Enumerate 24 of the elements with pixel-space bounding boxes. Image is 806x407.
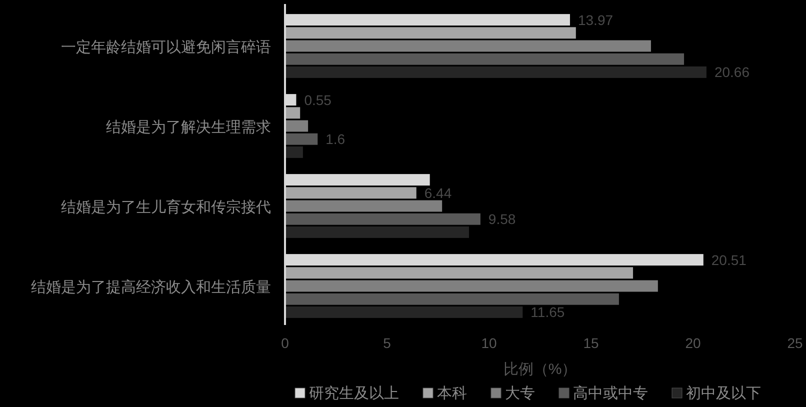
x-axis-title: 比例（%） <box>503 361 577 378</box>
y-tick-label: 结婚是为了解决生理需求 <box>106 119 271 136</box>
data-label: 0.55 <box>304 92 332 108</box>
data-label: 6.44 <box>424 184 452 201</box>
legend-label: 本科 <box>437 385 467 402</box>
legend-label: 高中或中专 <box>573 385 648 402</box>
y-tick-label: 结婚是为了生儿育女和传宗接代 <box>61 199 271 216</box>
x-tick-label: 20 <box>685 335 701 351</box>
data-label: 13.97 <box>578 12 614 28</box>
x-tick-label: 0 <box>281 335 290 351</box>
legend-label: 初中及以下 <box>686 385 761 402</box>
x-tick-label: 5 <box>383 335 392 351</box>
x-tick-label: 25 <box>787 335 803 351</box>
data-label: 9.58 <box>488 211 516 228</box>
legend-label: 大专 <box>505 385 535 402</box>
y-tick-label: 结婚是为了提高经济收入和生活质量 <box>31 279 271 296</box>
y-tick-label: 一定年龄结婚可以避免闲言碎语 <box>61 39 271 56</box>
data-label: 1.6 <box>326 131 346 148</box>
x-tick-label: 15 <box>583 335 599 351</box>
data-label: 20.51 <box>711 252 747 268</box>
data-label: 20.66 <box>714 64 750 80</box>
data-label: 11.65 <box>530 304 565 320</box>
x-tick-label: 10 <box>481 335 497 351</box>
legend-label: 研究生及以上 <box>309 385 399 402</box>
